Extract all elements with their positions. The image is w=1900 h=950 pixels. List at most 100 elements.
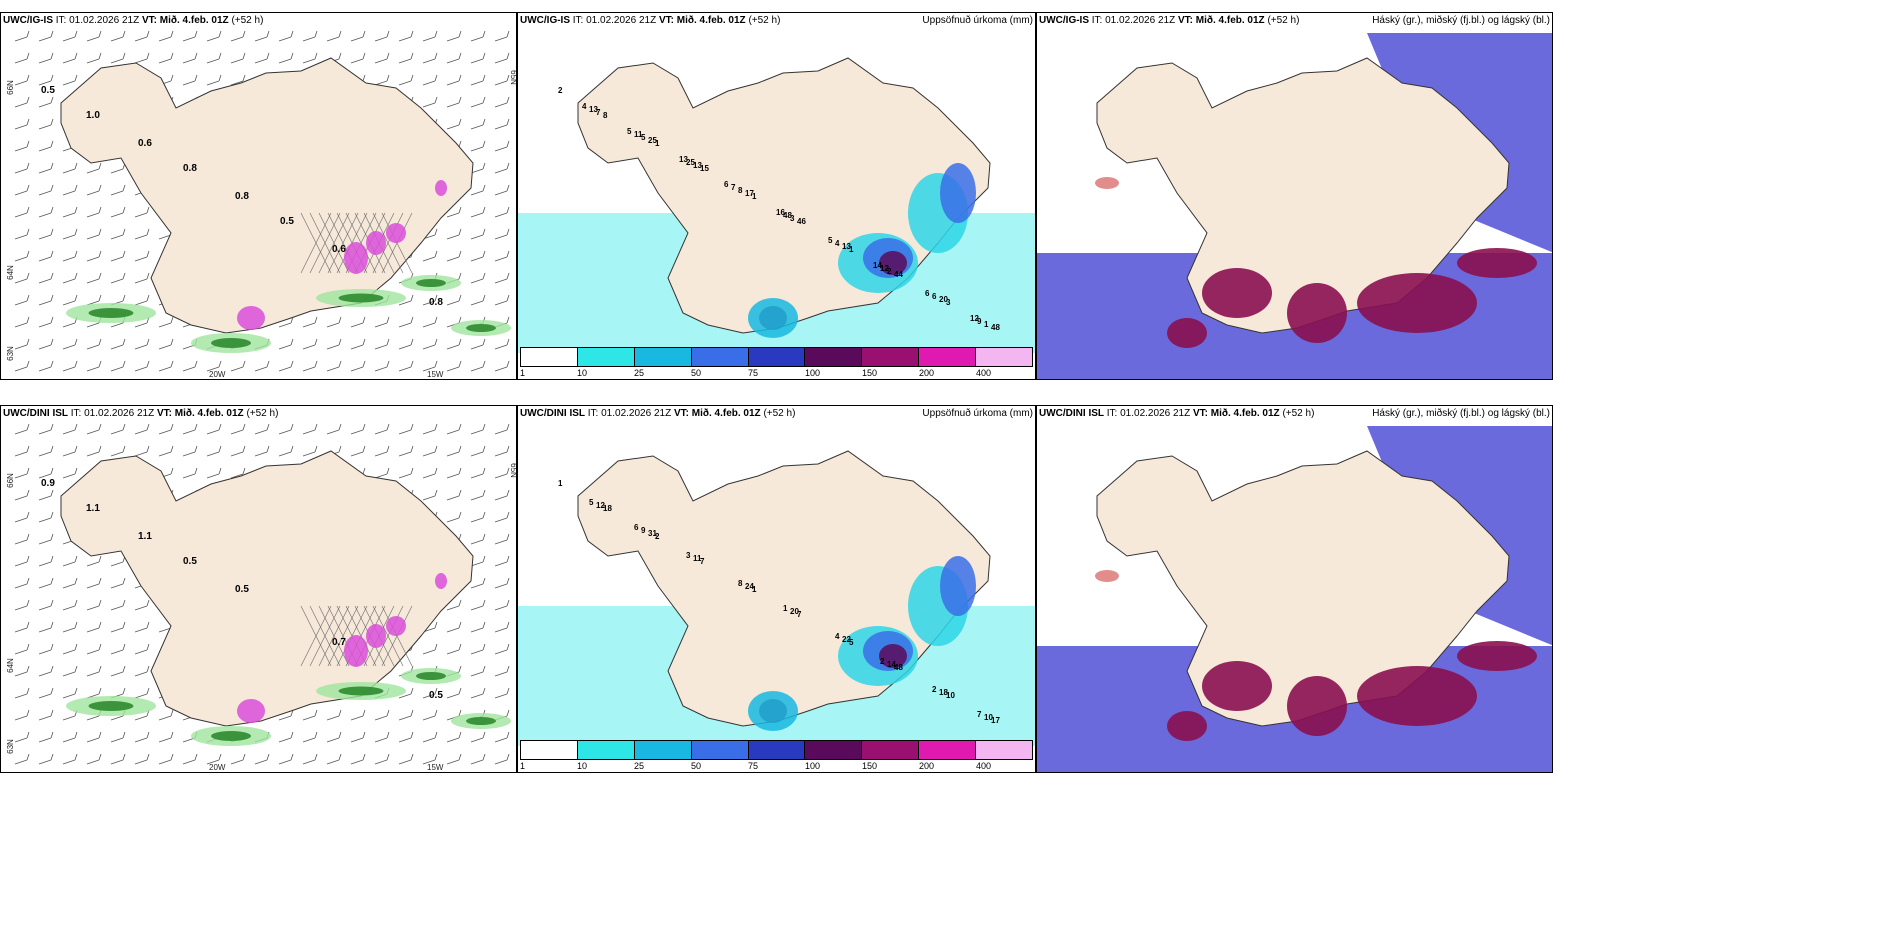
wind-barb-flag — [338, 445, 342, 453]
wind-barb — [86, 561, 100, 567]
wind-barb-flag — [50, 445, 54, 453]
wind-barb — [206, 473, 220, 479]
wind-barb-flag — [26, 599, 30, 607]
wind-barb — [494, 583, 508, 589]
wind-barb — [494, 366, 508, 372]
wind-barb — [38, 451, 52, 457]
value-label: 11 — [693, 554, 702, 563]
wind-barb — [446, 429, 460, 435]
wind-barb-flag — [122, 206, 126, 214]
wind-barb-flag — [506, 338, 510, 346]
wind-barb — [422, 36, 436, 42]
wind-barb-flag — [122, 423, 126, 431]
wind-barb — [494, 517, 508, 523]
gust-contour-core — [466, 717, 496, 725]
wind-barb-flag — [362, 338, 366, 346]
wind-barb — [38, 715, 52, 721]
wind-barb-flag — [458, 140, 462, 148]
wind-barb-flag — [26, 423, 30, 431]
wind-barb — [86, 451, 100, 457]
iceland-landmass — [60, 57, 474, 334]
colorbar-swatches — [520, 347, 1033, 367]
value-label: 0.8 — [183, 163, 197, 174]
colorbar-tick-label: 75 — [748, 368, 759, 378]
wind-barb-flag — [98, 555, 102, 563]
wind-barb-flag — [146, 423, 150, 431]
wind-barb-flag — [26, 445, 30, 453]
wind-barb-flag — [74, 753, 78, 761]
wind-barb-flag — [434, 445, 438, 453]
wind-barb — [62, 58, 76, 64]
wind-barb-flag — [50, 687, 54, 695]
wind-barb — [38, 583, 52, 589]
wind-barb-flag — [362, 30, 366, 38]
wind-barb — [278, 759, 292, 765]
wind-barb — [182, 473, 196, 479]
wind-barb — [470, 124, 484, 130]
wind-barb — [14, 561, 28, 567]
wind-barb — [446, 36, 460, 42]
wind-barb-flag — [482, 467, 486, 475]
wind-barb — [14, 322, 28, 328]
value-label: 14 — [873, 261, 882, 270]
wind-barb-flag — [386, 74, 390, 82]
wind-barb-flag — [74, 184, 78, 192]
wind-barb-flag — [50, 206, 54, 214]
wind-barb — [182, 759, 196, 765]
gust-peak — [435, 573, 447, 589]
wind-barb — [278, 366, 292, 372]
colorbar-tick-label: 200 — [919, 368, 935, 378]
wind-barb-flag — [146, 52, 150, 60]
wind-barb-flag — [242, 467, 246, 475]
wind-barb — [494, 168, 508, 174]
wind-barb-flag — [506, 316, 510, 324]
wind-barb-flag — [74, 294, 78, 302]
wind-barb — [422, 473, 436, 479]
wind-barb — [110, 344, 124, 350]
wind-barb-flag — [506, 555, 510, 563]
value-label: 1 — [783, 604, 788, 613]
wind-barb-flag — [26, 643, 30, 651]
wind-barb-flag — [50, 511, 54, 519]
wind-barb-flag — [26, 489, 30, 497]
wind-barb — [494, 300, 508, 306]
wind-barb — [422, 737, 436, 743]
gust-contour-core — [338, 686, 384, 696]
wind-barb-flag — [482, 294, 486, 302]
value-label: 48 — [991, 323, 1000, 332]
value-label: 9 — [641, 526, 646, 535]
wind-barb-flag — [50, 489, 54, 497]
lat-label-66: 66N — [5, 80, 15, 95]
cloud-title: Háský (gr.), miðský (fj.bl.) og lágský (… — [1372, 15, 1550, 26]
cloud-fields-mid — [1095, 570, 1537, 741]
wind-barb-flag — [146, 206, 150, 214]
wind-barb — [110, 278, 124, 284]
hatch-line — [318, 605, 350, 667]
wind-barb-flag — [482, 272, 486, 280]
wind-barb — [38, 429, 52, 435]
value-label: 15 — [700, 164, 709, 173]
wind-barb-flag — [434, 621, 438, 629]
wind-barb-flag — [482, 643, 486, 651]
wind-barb-flag — [50, 621, 54, 629]
wind-barb — [350, 429, 364, 435]
colorbar-swatch — [634, 741, 692, 759]
wind-barb — [38, 124, 52, 130]
wind-barb — [470, 627, 484, 633]
wind-barb — [158, 759, 172, 765]
wind-barb-flag — [26, 577, 30, 585]
wind-barb-flag — [482, 184, 486, 192]
wind-barb — [110, 451, 124, 457]
wind-barb — [134, 234, 148, 240]
wind-barb-flag — [338, 338, 342, 346]
wind-barb-flag — [146, 294, 150, 302]
wind-barb-flag — [122, 272, 126, 280]
wind-barb-flag — [170, 74, 174, 82]
wind-barb — [14, 168, 28, 174]
wind-barb — [302, 715, 316, 721]
wind-barb-flag — [314, 445, 318, 453]
wind-barb-flag — [266, 360, 270, 368]
wind-barb-flag — [170, 360, 174, 368]
wind-barb — [158, 715, 172, 721]
colorbar: 1 10 25 50 75 100 150 200 400 — [520, 740, 1033, 771]
